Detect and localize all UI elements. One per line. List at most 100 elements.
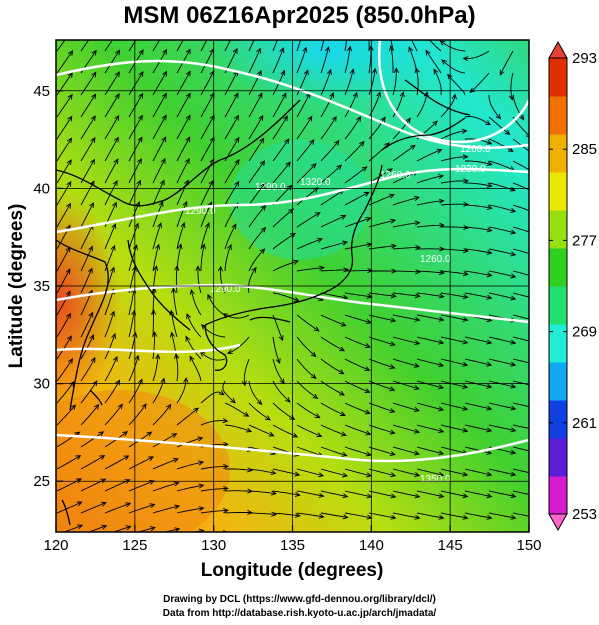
streamline <box>488 182 516 192</box>
streamline <box>248 424 274 437</box>
streamline-arrowhead <box>185 335 191 342</box>
streamline-arrowhead <box>390 218 397 224</box>
streamline <box>512 358 529 364</box>
streamline <box>344 358 370 371</box>
streamline <box>416 446 444 455</box>
streamline-arrowhead <box>91 49 97 56</box>
streamline-arrowhead <box>177 243 183 250</box>
streamline <box>488 204 516 213</box>
streamline <box>185 336 202 360</box>
streamline <box>416 200 444 206</box>
streamline-arrowhead <box>90 158 95 165</box>
streamline-arrowhead <box>364 409 371 415</box>
streamline <box>296 187 319 206</box>
streamline-arrowhead <box>210 27 214 32</box>
streamline-arrowhead <box>316 432 323 438</box>
streamline-arrowhead <box>66 137 73 144</box>
streamline <box>464 248 492 254</box>
streamline <box>392 246 420 250</box>
streamline <box>248 160 265 184</box>
streamline-arrowhead <box>259 137 265 144</box>
streamline-arrowhead <box>66 180 72 187</box>
streamline-arrowhead <box>125 502 132 508</box>
streamline <box>272 402 295 420</box>
streamline-arrowhead <box>462 493 469 499</box>
colorbar-tick-label: 277 <box>572 232 597 249</box>
streamline <box>272 292 299 302</box>
streamline-arrowhead <box>185 48 191 55</box>
streamline-arrowhead <box>376 91 382 98</box>
streamline <box>272 468 300 476</box>
streamline-arrowhead <box>112 179 118 186</box>
streamline <box>463 50 490 60</box>
streamline <box>152 136 167 162</box>
streamline <box>296 468 324 477</box>
streamline-arrowhead <box>185 70 191 77</box>
streamline <box>440 203 469 206</box>
streamline-arrowhead <box>532 170 537 174</box>
streamline-arrowhead <box>334 139 340 146</box>
streamline-arrowhead <box>246 427 253 433</box>
streamline <box>128 355 139 382</box>
streamline <box>248 468 276 474</box>
streamline-arrowhead <box>559 537 564 541</box>
x-tick-label: 140 <box>359 537 384 554</box>
streamline-arrowhead <box>310 373 317 379</box>
streamline-arrowhead <box>486 449 493 455</box>
streamline <box>80 357 96 382</box>
streamline-arrowhead <box>486 514 493 520</box>
streamline-arrowhead <box>390 493 397 499</box>
streamline-arrowhead <box>88 311 94 318</box>
streamline-arrowhead <box>94 403 100 410</box>
streamline <box>296 490 324 497</box>
streamline-arrowhead <box>388 193 395 199</box>
streamline-arrowhead <box>461 128 468 134</box>
streamline <box>175 265 178 294</box>
streamline-arrowhead <box>463 178 469 184</box>
streamline-arrowhead <box>510 339 517 345</box>
streamline-arrowhead <box>432 120 438 126</box>
streamline <box>465 160 492 165</box>
streamline-arrowhead <box>316 237 323 243</box>
streamline-arrowhead <box>290 232 296 238</box>
streamline <box>128 40 137 52</box>
streamline-arrowhead <box>66 202 71 209</box>
streamline <box>272 138 290 162</box>
streamline <box>296 40 302 52</box>
streamline <box>128 480 155 492</box>
streamline <box>368 512 396 519</box>
streamline <box>535 51 537 78</box>
streamline-arrowhead <box>279 26 283 31</box>
streamline-arrowhead <box>343 267 350 273</box>
streamline <box>152 354 159 382</box>
streamline <box>176 201 188 228</box>
streamline <box>441 59 466 74</box>
streamline <box>224 224 237 250</box>
streamline-arrowhead <box>173 481 180 487</box>
streamline <box>104 115 120 140</box>
streamline-arrowhead <box>260 182 266 189</box>
streamline <box>296 238 323 250</box>
streamline-arrowhead <box>437 174 445 180</box>
streamline <box>440 490 468 498</box>
streamline-arrowhead <box>499 69 505 76</box>
streamline-arrowhead <box>436 148 443 154</box>
streamline <box>512 270 529 276</box>
streamline-arrowhead <box>260 204 267 211</box>
x-tick-label: 125 <box>122 537 147 554</box>
streamline-arrowhead <box>447 73 453 80</box>
streamline-arrowhead <box>67 357 73 364</box>
streamline <box>320 92 334 118</box>
streamline-arrowhead <box>415 537 420 541</box>
streamline <box>368 336 395 346</box>
streamline <box>80 431 104 448</box>
streamline <box>272 208 294 228</box>
streamline <box>344 380 370 393</box>
streamline-arrowhead <box>89 180 95 187</box>
streamline-arrowhead <box>111 332 117 339</box>
streamline-arrowhead <box>414 293 421 299</box>
streamline-arrowhead <box>169 331 175 338</box>
streamline <box>368 424 395 434</box>
streamline-arrowhead <box>390 514 397 520</box>
streamline <box>320 241 348 250</box>
